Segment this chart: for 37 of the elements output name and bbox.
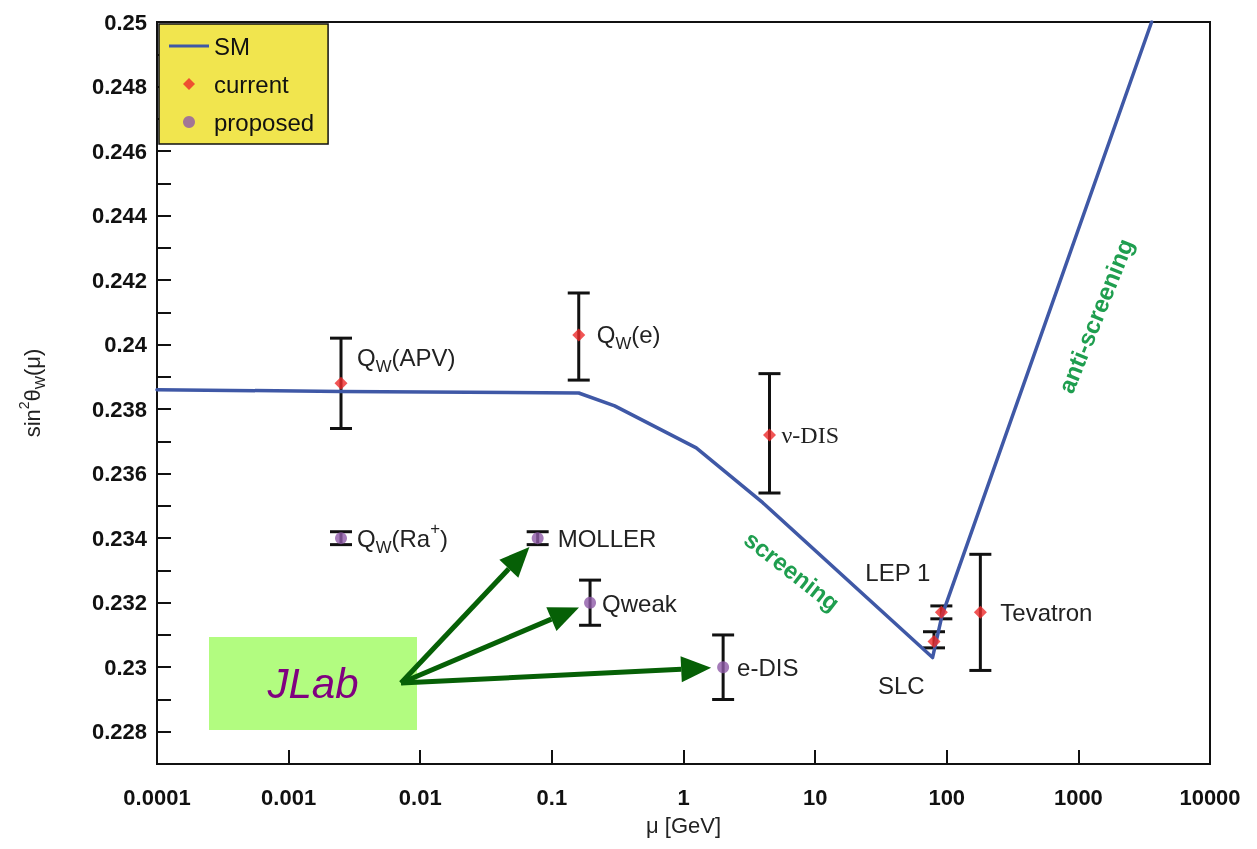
y-tick-label: 0.234 bbox=[91, 525, 148, 551]
y-tick-label: 0.242 bbox=[91, 267, 147, 293]
y-tick-label: 0.228 bbox=[91, 719, 147, 745]
x-tick-label: 0.01 bbox=[398, 784, 442, 810]
annotation: Q$_{W}$(Ra$^{+}$) bbox=[357, 519, 448, 558]
y-tick-label: 0.232 bbox=[91, 590, 147, 616]
annotation: JLab bbox=[266, 659, 359, 707]
y-tick-label: 0.24 bbox=[104, 332, 148, 358]
y-tick-label: 0.236 bbox=[91, 461, 147, 487]
x-tick-label: 1000 bbox=[1053, 784, 1103, 810]
annotation: ν-DIS bbox=[781, 421, 839, 448]
x-tick-label: 1 bbox=[677, 784, 690, 810]
x-tick-label: 10000 bbox=[1179, 784, 1241, 810]
annotation: MOLLER bbox=[557, 524, 657, 552]
legend-label: SM bbox=[214, 32, 250, 60]
legend-label: current bbox=[214, 70, 290, 98]
x-tick-label: 0.001 bbox=[261, 784, 317, 810]
annotation: Q$_{W}$(e) bbox=[596, 320, 661, 353]
y-tick-label: 0.248 bbox=[91, 74, 147, 100]
annotation: SLC bbox=[877, 671, 925, 699]
y-tick-label: 0.244 bbox=[91, 203, 148, 229]
x-tick-label: 0.0001 bbox=[123, 784, 191, 810]
annotation: Qweak bbox=[602, 589, 678, 617]
x-axis-title: μ [GeV] bbox=[645, 812, 722, 838]
x-tick-label: 10 bbox=[802, 784, 828, 810]
legend-label: proposed bbox=[214, 108, 315, 136]
y-axis-title: sin2θW(μ) bbox=[16, 348, 48, 438]
y-tick-label: 0.25 bbox=[104, 9, 147, 35]
annotation: LEP 1 bbox=[865, 558, 931, 586]
y-tick-label: 0.238 bbox=[91, 396, 147, 422]
annotation: Tevatron bbox=[1000, 598, 1093, 626]
x-tick-label: 100 bbox=[928, 784, 966, 810]
annotation: Q$_{W}$(APV) bbox=[357, 343, 456, 377]
x-tick-label: 0.1 bbox=[536, 784, 568, 810]
y-tick-label: 0.246 bbox=[91, 138, 147, 164]
y-tick-label: 0.23 bbox=[104, 654, 147, 680]
annotation: e-DIS bbox=[737, 653, 799, 681]
